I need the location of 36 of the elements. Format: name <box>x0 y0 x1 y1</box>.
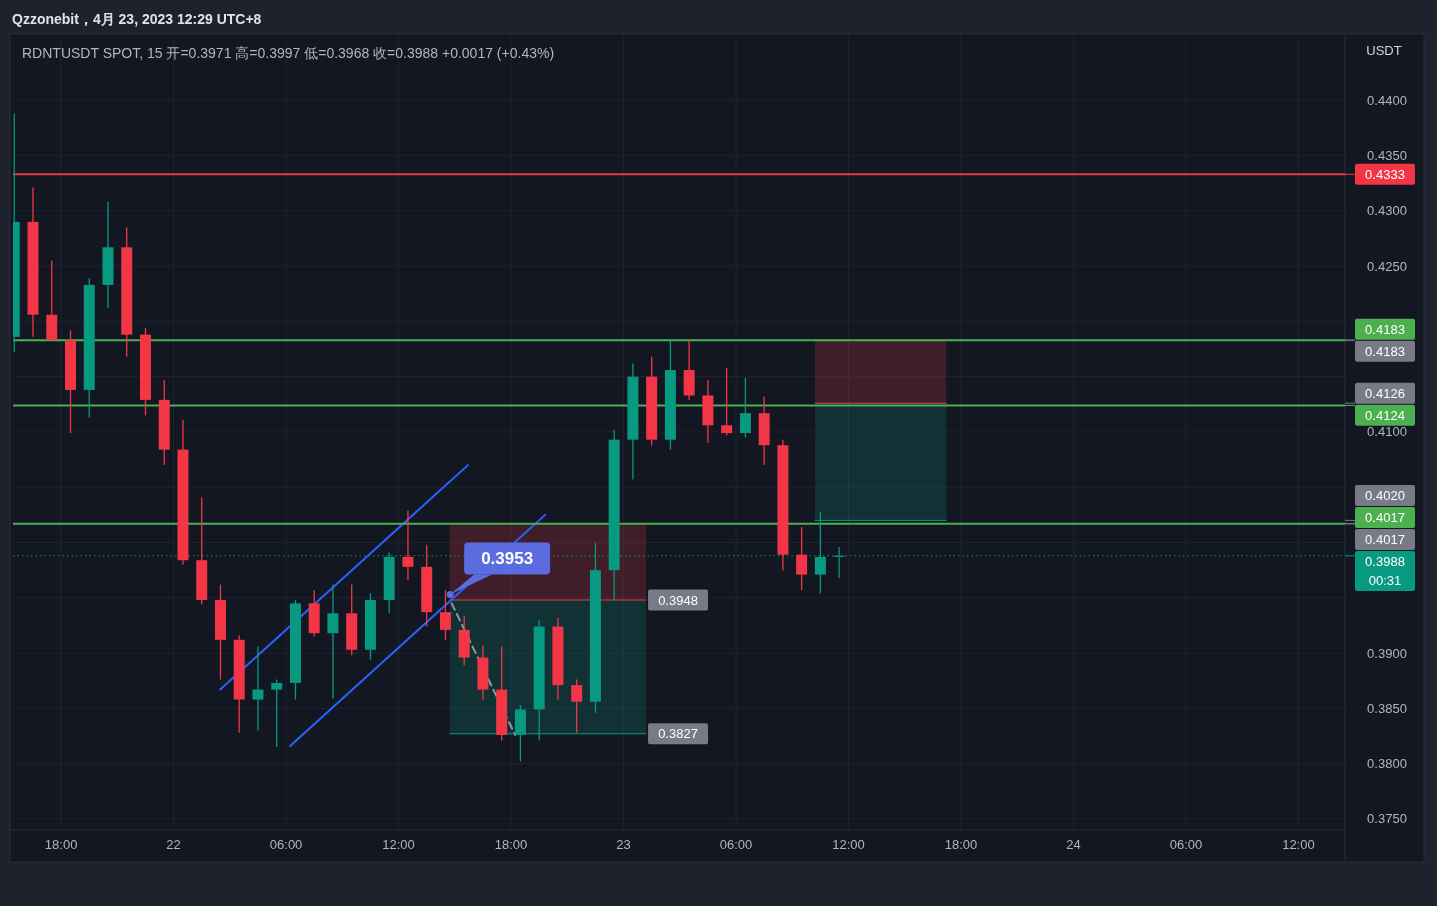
x-tick-label: 12:00 <box>382 837 415 852</box>
ref-line-label: 0.4124 <box>1365 407 1405 423</box>
y-tick-label: 0.4350 <box>1367 148 1407 164</box>
annotation: 0.3953 <box>481 549 534 569</box>
x-tick-label: 18:00 <box>44 837 78 852</box>
ref-line-label: 0.4017 <box>1365 510 1405 526</box>
annotation: 0.4017 <box>1365 532 1405 548</box>
annotation: 0.4183 <box>1365 343 1405 359</box>
x-tick-label: 12:00 <box>832 837 865 852</box>
x-tick-label: 12:00 <box>1282 837 1315 852</box>
y-tick-label: 0.3800 <box>1367 756 1407 772</box>
x-tick-label: 06:00 <box>269 837 303 852</box>
y-tick-label: 0.4300 <box>1367 203 1407 219</box>
x-tick-label: 23 <box>616 837 631 852</box>
y-axis-title: USDT <box>1366 43 1402 58</box>
y-tick-label: 0.4100 <box>1367 424 1407 440</box>
x-tick-label: 24 <box>1066 837 1081 852</box>
annotation: 0.4126 <box>1365 385 1405 401</box>
x-tick-label: 22 <box>166 837 181 852</box>
x-tick-label: 06:00 <box>719 837 753 852</box>
annotation: 0.4020 <box>1365 488 1405 504</box>
y-tick-label: 0.3750 <box>1367 811 1407 827</box>
x-tick-label: 06:00 <box>1169 837 1203 852</box>
text: RDNTUSDT SPOT, 15 开=0.3971 高=0.3997 低=0.3968 收=0.3988 +0.0017 (+0.43%) <box>22 45 555 61</box>
x-tick-label: 18:00 <box>494 837 528 852</box>
x-tick-label: 18:00 <box>944 837 978 852</box>
y-tick-label: 0.3850 <box>1367 700 1407 716</box>
ref-line-label: 0.4183 <box>1365 321 1405 337</box>
chart-title: Qzzonebit，4月 23, 2023 12:29 UTC+8 <box>12 11 262 27</box>
y-tick-label: 0.4400 <box>1367 92 1407 108</box>
ref-line-label: 0.3988 00:31 <box>1365 554 1405 589</box>
annotation: 0.3827 <box>658 726 698 742</box>
y-tick-label: 0.4250 <box>1367 258 1407 274</box>
ref-line-label: 0.4333 <box>1365 166 1405 182</box>
y-tick-label: 0.3900 <box>1367 645 1407 661</box>
annotation: 0.3948 <box>658 592 698 608</box>
